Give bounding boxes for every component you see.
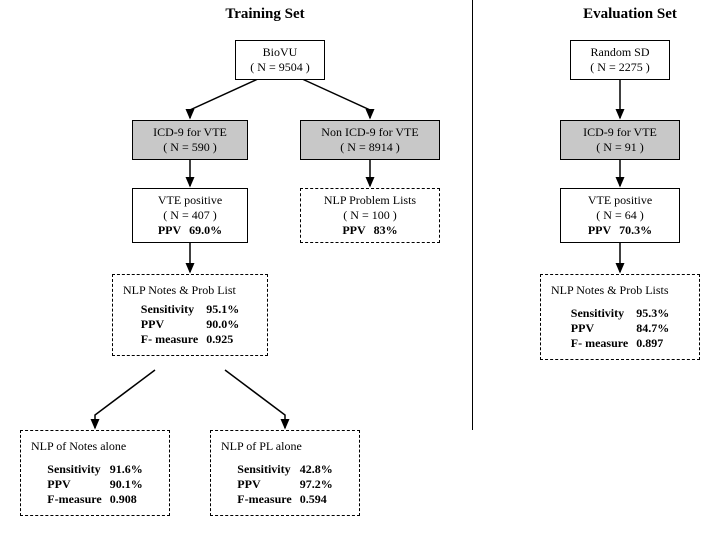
- nlp-notes-prob-list-label: NLP Notes & Prob List: [123, 283, 257, 298]
- eval-vte-positive-label: VTE positive: [567, 193, 673, 208]
- eval-icd9-vte-n: ( N = 91 ): [567, 140, 673, 155]
- nlp-notes-alone-metrics: Sensitivity91.6% PPV90.1% F-measure0.908: [47, 462, 142, 507]
- nlp-pl-alone-metrics: Sensitivity42.8% PPV97.2% F-measure0.594: [237, 462, 332, 507]
- node-nlp-pl-alone: NLP of PL alone Sensitivity42.8% PPV97.2…: [210, 430, 360, 516]
- node-biovu: BioVU ( N = 9504 ): [235, 40, 325, 80]
- vte-positive-label: VTE positive: [139, 193, 241, 208]
- node-nlp-notes-alone: NLP of Notes alone Sensitivity91.6% PPV9…: [20, 430, 170, 516]
- nlp-notes-alone-label: NLP of Notes alone: [31, 439, 159, 454]
- node-eval-icd9-vte: ICD-9 for VTE ( N = 91 ): [560, 120, 680, 160]
- evaluation-set-title: Evaluation Set: [555, 6, 705, 23]
- nlp-pl-alone-label: NLP of PL alone: [221, 439, 349, 454]
- node-eval-nlp-notes-prob-lists: NLP Notes & Prob Lists Sensitivity95.3% …: [540, 274, 700, 360]
- node-nlp-notes-prob-list: NLP Notes & Prob List Sensitivity95.1% P…: [112, 274, 268, 356]
- nlp-problem-lists-n: ( N = 100 ): [307, 208, 433, 223]
- non-icd9-vte-label: Non ICD-9 for VTE: [307, 125, 433, 140]
- non-icd9-vte-n: ( N = 8914 ): [307, 140, 433, 155]
- eval-vte-positive-metrics: PPV70.3%: [588, 223, 652, 238]
- node-nlp-problem-lists: NLP Problem Lists ( N = 100 ) PPV83%: [300, 188, 440, 243]
- biovu-label: BioVU: [242, 45, 318, 60]
- nlp-notes-prob-list-metrics: Sensitivity95.1% PPV90.0% F- measure0.92…: [141, 302, 239, 347]
- node-non-icd9-vte: Non ICD-9 for VTE ( N = 8914 ): [300, 120, 440, 160]
- vte-positive-n: ( N = 407 ): [139, 208, 241, 223]
- node-icd9-vte: ICD-9 for VTE ( N = 590 ): [132, 120, 248, 160]
- random-sd-label: Random SD: [577, 45, 663, 60]
- icd9-vte-n: ( N = 590 ): [139, 140, 241, 155]
- panel-divider: [472, 0, 473, 430]
- node-vte-positive: VTE positive ( N = 407 ) PPV69.0%: [132, 188, 248, 243]
- node-random-sd: Random SD ( N = 2275 ): [570, 40, 670, 80]
- random-sd-n: ( N = 2275 ): [577, 60, 663, 75]
- biovu-n: ( N = 9504 ): [242, 60, 318, 75]
- eval-nlp-notes-prob-lists-label: NLP Notes & Prob Lists: [551, 283, 689, 298]
- eval-nlp-notes-prob-lists-metrics: Sensitivity95.3% PPV84.7% F- measure0.89…: [571, 306, 669, 351]
- icd9-vte-label: ICD-9 for VTE: [139, 125, 241, 140]
- training-set-title: Training Set: [190, 6, 340, 23]
- nlp-problem-lists-metrics: PPV83%: [342, 223, 397, 238]
- vte-positive-metrics: PPV69.0%: [158, 223, 222, 238]
- eval-vte-positive-n: ( N = 64 ): [567, 208, 673, 223]
- nlp-problem-lists-label: NLP Problem Lists: [307, 193, 433, 208]
- eval-icd9-vte-label: ICD-9 for VTE: [567, 125, 673, 140]
- node-eval-vte-positive: VTE positive ( N = 64 ) PPV70.3%: [560, 188, 680, 243]
